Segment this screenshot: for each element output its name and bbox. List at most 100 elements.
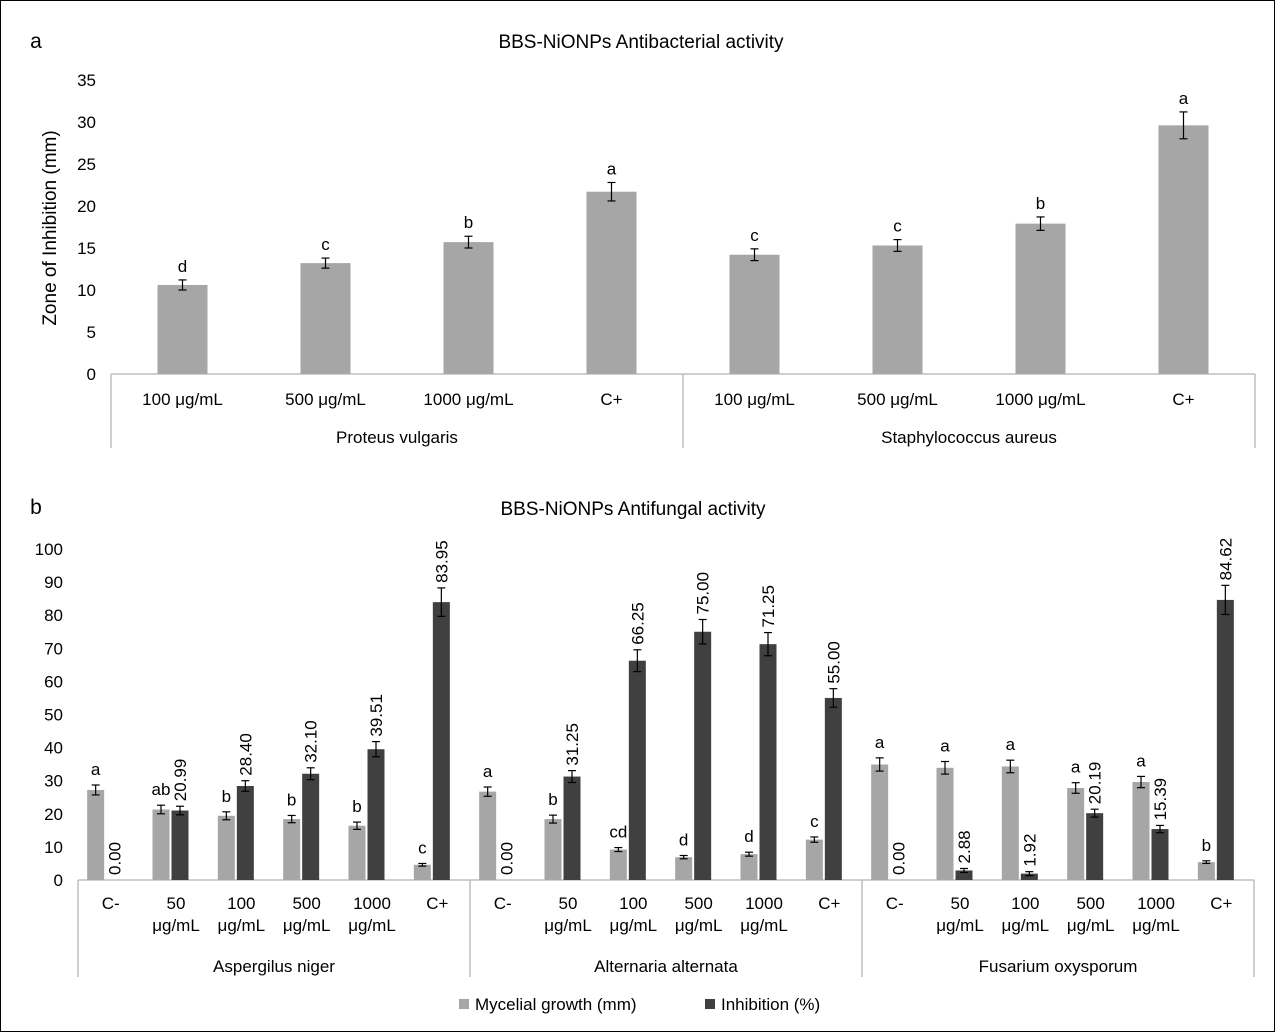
panel-b-x-tick-label: μg/mL (544, 916, 592, 935)
legend-label-mycelial-growth: Mycelial growth (mm) (475, 995, 637, 1014)
panel-b-significance-letter: a (483, 762, 493, 781)
panel-a-y-axis-label: Zone of Inhibition (mm) (40, 130, 61, 325)
panel-b-significance-letter: a (940, 737, 950, 756)
panel-b-inhibition-bar (563, 776, 581, 880)
panel-b-growth-bar (871, 764, 889, 880)
panel-a-error-bar (893, 239, 902, 252)
panel-b-growth-error-bar (353, 821, 361, 830)
panel-b-inhibition-value-label: 0.00 (890, 842, 909, 875)
panel-b-growth-bar (1001, 766, 1019, 880)
panel-b-growth-bar (413, 864, 431, 880)
panel-a-x-tick-label: 1000 μg/mL (995, 390, 1085, 409)
panel-b-growth-error-bar (679, 854, 688, 860)
panel-b-growth-error-bar (810, 836, 819, 843)
panel-b-inhibition-error-bar (1156, 824, 1164, 834)
panel-a-significance-letter: c (893, 217, 902, 236)
panel-a-label: a (30, 30, 42, 53)
panel-b-significance-letter: a (1136, 751, 1146, 770)
panel-b-growth-error-bar (745, 851, 753, 857)
panel-b-growth-bar (479, 791, 497, 880)
panel-a-group-label: Staphylococcus aureus (881, 428, 1057, 447)
panel-b-x-tick-label: 100 (227, 894, 255, 913)
panel-b-growth-bar (544, 819, 562, 880)
panel-b-inhibition-bar (367, 749, 385, 880)
legend-swatch-mycelial-growth (459, 999, 469, 1009)
panel-b-y-tick-label: 80 (44, 606, 63, 625)
panel-b-x-tick-label: 100 (1011, 894, 1039, 913)
panel-b-inhibition-value-label: 55.00 (824, 641, 843, 684)
panel-b-inhibition-value-label: 0.00 (498, 842, 517, 875)
panel-b-growth-error-bar (1071, 782, 1080, 794)
panel-b-inhibition-error-bar (1090, 808, 1099, 818)
panel-b-inhibition-bar (1086, 813, 1104, 880)
panel-b-inhibition-error-bar (829, 688, 838, 708)
panel-b-inhibition-error-bar (960, 867, 968, 874)
panel-b-growth-error-bar (549, 814, 557, 824)
panel-b-x-tick-label: μg/mL (283, 916, 331, 935)
panel-b-growth-error-bar (91, 784, 100, 796)
panel-b-y-tick-label: 30 (44, 772, 63, 791)
panel-b-growth-bar (152, 809, 170, 880)
panel-b-y-tick-label: 90 (44, 573, 63, 592)
panel-b-x-tick-label: μg/mL (1067, 916, 1115, 935)
panel-b-inhibition-bar (759, 644, 777, 880)
panel-b-growth-error-bar (287, 814, 296, 824)
panel-b-significance-letter: a (1006, 735, 1016, 754)
panel-b-growth-error-bar (875, 757, 884, 772)
panel-b-significance-letter: d (679, 831, 688, 850)
panel-a-title: BBS-NiONPs Antibacterial activity (498, 32, 784, 53)
panel-b-significance-letter: b (352, 797, 361, 816)
panel-b-x-tick-label: 1000 (1137, 894, 1175, 913)
panel-b-y-tick-label: 60 (44, 672, 63, 691)
panel-b-inhibition-bar (955, 870, 973, 880)
panel-b-significance-letter: ab (152, 780, 171, 799)
panel-a-y-tick-label: 25 (77, 155, 96, 174)
panel-b-inhibition-value-label: 20.19 (1086, 762, 1105, 805)
panel-b-inhibition-error-bar (1221, 584, 1230, 616)
panel-b-x-tick-label: C- (494, 894, 512, 913)
panel-b-x-tick-label: 50 (951, 894, 970, 913)
panel-b-growth-bar (1067, 787, 1085, 880)
panel-b-x-tick-label: 500 (1076, 894, 1104, 913)
panel-a-group-label: Proteus vulgaris (336, 428, 458, 447)
panel-a-bar (300, 263, 351, 374)
panel-b-x-tick-label: C- (886, 894, 904, 913)
panel-b-inhibition-bar (628, 660, 646, 880)
panel-a-significance-letter: a (607, 159, 617, 178)
panel-b-growth-bar (217, 815, 235, 880)
panel-b-x-tick-label: μg/mL (675, 916, 723, 935)
panel-b-inhibition-error-bar (1025, 871, 1034, 877)
panel-b-inhibition-error-bar (437, 587, 446, 617)
panel-b-x-tick-label: μg/mL (218, 916, 266, 935)
panel-b-x-tick-label: 500 (292, 894, 320, 913)
panel-b-growth-bar (675, 857, 693, 880)
panel-b-growth-bar (1132, 782, 1150, 880)
panel-b-inhibition-error-bar (241, 780, 250, 792)
panel-b-growth-error-bar (418, 862, 427, 867)
panel-a-y-tick-label: 15 (77, 239, 96, 258)
panel-b-inhibition-bar (236, 785, 254, 880)
panel-b-inhibition-error-bar (764, 631, 772, 657)
panel-b-inhibition-bar (694, 631, 712, 880)
panel-b-growth-bar (87, 789, 105, 880)
legend-swatch-inhibition (705, 999, 715, 1009)
panel-b-inhibition-value-label: 2.88 (955, 830, 974, 863)
panel-b-significance-letter: a (91, 760, 101, 779)
panel-a-significance-letter: c (321, 235, 330, 254)
panel-a-error-bar (1179, 111, 1188, 140)
panel-b-y-tick-label: 10 (44, 838, 63, 857)
panel-b-growth-error-bar (1202, 860, 1211, 865)
panel-b-x-tick-label: 100 (619, 894, 647, 913)
panel-a-x-tick-label: 500 μg/mL (857, 390, 938, 409)
panel-b-y-tick-label: 0 (54, 871, 63, 890)
panel-b-inhibition-error-bar (568, 770, 576, 784)
panel-a-error-bar (750, 248, 759, 262)
panel-b-inhibition-value-label: 1.92 (1020, 834, 1039, 867)
panel-b-inhibition-value-label: 28.40 (236, 733, 255, 776)
panel-b-x-tick-label: C+ (426, 894, 448, 913)
panel-b-x-tick-label: 50 (559, 894, 578, 913)
panel-b-x-tick-label: C+ (818, 894, 840, 913)
panel-a-significance-letter: c (750, 226, 759, 245)
panel-b-inhibition-bar (171, 810, 189, 880)
panel-a-bar (586, 191, 637, 374)
